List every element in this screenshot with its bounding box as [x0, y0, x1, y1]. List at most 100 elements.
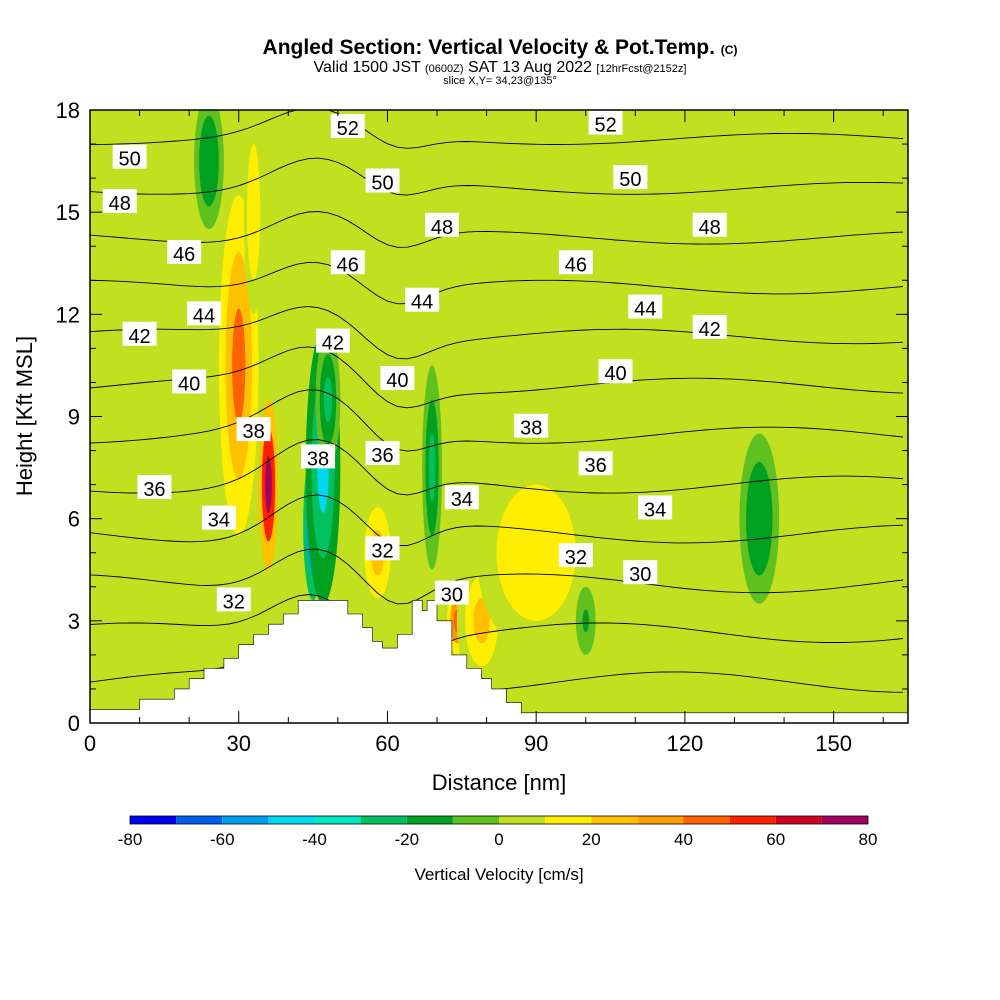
- contour-label: 34: [638, 495, 673, 521]
- contour-labels: 50 48 46 44 42 40 38 36 34 32 52 50 48 46 44 42 40 38 36 34…: [102, 110, 727, 613]
- isentropes: [90, 110, 904, 714]
- isentrope-line: [90, 346, 904, 409]
- contour-label-text: 36: [371, 445, 393, 467]
- contour-label-box: [578, 451, 613, 476]
- x-axis-label: Distance [nm]: [432, 770, 567, 795]
- contour-label-text: 38: [520, 418, 542, 440]
- x-tick-label: 0: [84, 731, 96, 756]
- contour-label-box: [692, 314, 727, 339]
- colorbar-swatch: [545, 816, 592, 824]
- contour-label-box: [558, 543, 593, 568]
- colorbar-swatch: [360, 816, 407, 824]
- contour-label-text: 36: [143, 479, 165, 501]
- colorbar-swatch: [637, 816, 684, 824]
- contour-label-text: 44: [634, 299, 656, 321]
- velocity-cell: [575, 586, 596, 655]
- contour-label-box: [613, 165, 648, 190]
- contour-label: 34: [201, 505, 236, 532]
- velocity-cell: [739, 433, 780, 604]
- colorbar-swatch: [314, 816, 361, 824]
- contour-label-box: [201, 505, 236, 530]
- contour-label: 48: [424, 212, 459, 239]
- y-tick-label: 6: [68, 507, 80, 532]
- contour-label: 42: [122, 321, 157, 348]
- y-tick-label: 9: [68, 405, 80, 430]
- contour-label-text: 46: [173, 244, 195, 266]
- contour-label: 42: [692, 314, 727, 341]
- velocity-contour-fill: [204, 138, 214, 184]
- velocity-contour-fill: [232, 308, 246, 423]
- contour-label-box: [598, 359, 633, 384]
- colorbar-swatch: [821, 816, 868, 824]
- colorbar-swatch: [591, 816, 638, 824]
- colorbar-swatch: [683, 816, 730, 824]
- contour-label-text: 42: [322, 333, 344, 355]
- contour-label-box: [301, 444, 336, 469]
- contour-label: 52: [330, 114, 365, 140]
- colorbar-swatch: [268, 816, 315, 824]
- isentrope-line: [90, 494, 904, 546]
- contour-label: 48: [102, 188, 137, 215]
- contour-label-text: 46: [337, 254, 359, 276]
- isentrope-line: [90, 439, 904, 496]
- x-tick-label: 120: [667, 731, 704, 756]
- contour-label: 46: [330, 250, 365, 276]
- contour-label: 36: [137, 475, 172, 501]
- contour-label: 32: [365, 536, 400, 562]
- x-tick-label: 150: [815, 731, 852, 756]
- velocity-contour-fill: [428, 433, 436, 502]
- velocity-cell: [476, 450, 596, 655]
- contour-label-box: [122, 321, 157, 346]
- contour-label-box: [365, 168, 400, 193]
- colorbar-swatch: [222, 816, 269, 824]
- chart-subtitle: Valid 1500 JST (0600Z) SAT 13 Aug 2022 […: [313, 59, 687, 76]
- x-tick-label: 60: [375, 731, 399, 756]
- contour-label: 40: [172, 369, 207, 395]
- contour-label-text: 42: [128, 326, 150, 348]
- contour-label-box: [236, 417, 271, 442]
- contour-label-text: 38: [242, 421, 264, 443]
- y-axis-label: Height [Kft MSL]: [12, 336, 37, 496]
- contour-label-text: 50: [119, 149, 141, 171]
- colorbar-swatch: [775, 816, 822, 824]
- contour-label-box: [405, 287, 440, 312]
- contour-label-text: 46: [565, 254, 587, 276]
- isentrope-line: [90, 211, 904, 248]
- y-tick-label: 3: [68, 609, 80, 634]
- isentrope-line: [90, 157, 904, 196]
- colorbar-tick-label: 40: [674, 830, 693, 849]
- contour-label: 40: [598, 359, 633, 385]
- colorbar-tick-label: -20: [394, 830, 419, 849]
- contour-label-text: 40: [178, 373, 200, 395]
- isentrope-line: [90, 548, 904, 605]
- chart-title: Angled Section: Vertical Velocity & Pot.…: [262, 36, 738, 59]
- velocity-contour-fill: [752, 490, 766, 548]
- contour-label-box: [588, 110, 623, 135]
- slice-label: slice X,Y= 34,23@135°: [443, 75, 557, 87]
- contour-label: 46: [558, 250, 593, 276]
- colorbar-swatch: [729, 816, 776, 824]
- colorbar-tick-label: 20: [582, 830, 601, 849]
- contour-label-text: 44: [193, 305, 215, 327]
- contour-label: 44: [628, 294, 663, 321]
- contour-label-box: [330, 114, 365, 139]
- contour-label-text: 32: [565, 547, 587, 569]
- x-tick-label: 90: [524, 731, 548, 756]
- contour-label: 50: [365, 168, 400, 195]
- y-tick-label: 0: [68, 711, 80, 736]
- isentrope-line: [90, 110, 904, 149]
- colorbar-tick-label: -40: [302, 830, 327, 849]
- contour-label-box: [167, 240, 202, 265]
- contour-label: 44: [187, 301, 222, 327]
- contour-label: 40: [380, 366, 415, 392]
- y-tick-label: 12: [56, 302, 80, 327]
- contour-label-text: 52: [594, 115, 616, 137]
- x-tick-label: 30: [226, 731, 250, 756]
- velocity-contour-fill: [265, 456, 272, 513]
- contour-label: 44: [405, 287, 440, 314]
- velocity-cell: [258, 399, 279, 570]
- velocity-cell: [422, 365, 442, 570]
- contour-label-text: 34: [208, 510, 230, 532]
- velocity-contour-fill: [323, 376, 333, 423]
